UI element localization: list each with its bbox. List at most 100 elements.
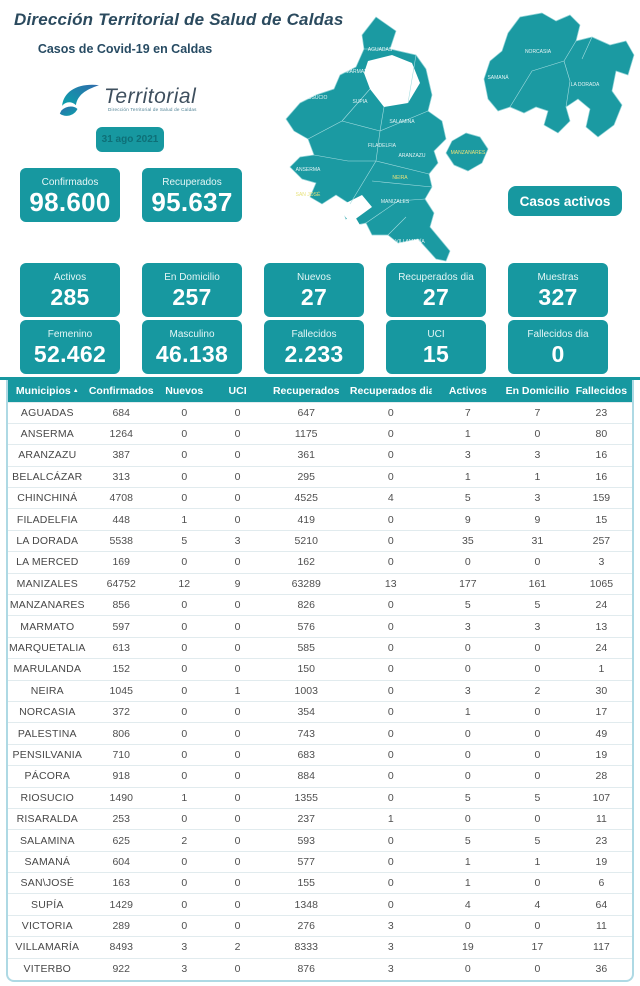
- value-cell: 0: [504, 743, 571, 766]
- table-row[interactable]: AGUADAS 684 0 0 647 0 7 7 23: [8, 401, 632, 424]
- stat-card-label: Activos: [53, 272, 87, 283]
- value-cell: 0: [212, 465, 263, 488]
- value-cell: 12: [155, 572, 213, 595]
- table-row[interactable]: ARANZAZU 387 0 0 361 0 3 3 16: [8, 444, 632, 467]
- table-row[interactable]: VITERBO 922 3 0 876 3 0 0 36: [8, 957, 632, 980]
- value-cell: 80: [570, 422, 632, 445]
- table-row[interactable]: BELALCÁZAR 313 0 0 295 0 1 1 16: [8, 465, 632, 488]
- value-cell: 1: [431, 872, 505, 894]
- map-label-aranzazu: ARANZAZU: [399, 153, 426, 159]
- value-cell: 593: [262, 829, 350, 852]
- value-cell: 11: [570, 807, 632, 830]
- value-cell: 3: [155, 957, 213, 980]
- municipio-cell: LA MERCED: [8, 551, 87, 574]
- value-cell: 9: [504, 508, 571, 531]
- column-header-recuperados-dia[interactable]: Recuperados dia: [349, 380, 432, 402]
- municipio-cell: NEIRA: [8, 679, 87, 702]
- table-row[interactable]: CHINCHINÁ 4708 0 0 4525 4 5 3 159: [8, 487, 632, 509]
- column-header-fallecidos[interactable]: Fallecidos: [570, 380, 632, 402]
- column-header-municipios[interactable]: Municipios ▲: [8, 380, 87, 402]
- value-cell: 0: [349, 872, 432, 894]
- sort-icon: ▲: [72, 387, 79, 394]
- table-row[interactable]: FILADELFIA 448 1 0 419 0 9 9 15: [8, 508, 632, 531]
- table-row[interactable]: SALAMINA 625 2 0 593 0 5 5 23: [8, 829, 632, 852]
- column-header-nuevos[interactable]: Nuevos: [155, 380, 213, 402]
- value-cell: 162: [262, 551, 350, 574]
- table-row[interactable]: MARQUETALIA 613 0 0 585 0 0 0 24: [8, 636, 632, 659]
- map-region-center[interactable]: [445, 132, 489, 172]
- column-header-recuperados[interactable]: Recuperados: [262, 380, 350, 402]
- table-row[interactable]: ANSERMA 1264 0 0 1175 0 1 0 80: [8, 422, 632, 445]
- table-row[interactable]: VILLAMARÍA 8493 3 2 8333 3 19 17 117: [8, 936, 632, 959]
- value-cell: 3: [431, 444, 505, 467]
- stat-card-label: Nuevos: [297, 272, 331, 283]
- stat-card-value: 15: [422, 341, 450, 367]
- date-badge[interactable]: 31 ago 2021: [96, 127, 164, 152]
- caldas-map[interactable]: AGUADAS MARMATO RIOSUCIO SUPIA SALAMINA FILAD…: [280, 10, 640, 262]
- column-header-uci[interactable]: UCI: [212, 380, 263, 402]
- table-row[interactable]: NEIRA 1045 0 1 1003 0 3 2 30: [8, 679, 632, 702]
- value-cell: 5: [504, 829, 571, 852]
- map-label-salamina: SALAMINA: [389, 119, 415, 125]
- table-row[interactable]: SAMANÁ 604 0 0 577 0 1 1 19: [8, 850, 632, 873]
- table-row[interactable]: MARULANDA 152 0 0 150 0 0 0 1: [8, 658, 632, 681]
- column-header-en-domicilio[interactable]: En Domicilio: [504, 380, 571, 402]
- map-label-san-jos-: SAN JOSÉ: [296, 191, 321, 198]
- table-row[interactable]: MANZANARES 856 0 0 826 0 5 5 24: [8, 594, 632, 616]
- table-row[interactable]: PALESTINA 806 0 0 743 0 0 0 49: [8, 722, 632, 745]
- table-row[interactable]: MANIZALES 64752 12 9 63289 13 177 161 1065: [8, 572, 632, 595]
- value-cell: 0: [504, 551, 571, 574]
- value-cell: 372: [86, 700, 156, 723]
- table-row[interactable]: PENSILVANIA 710 0 0 683 0 0 0 19: [8, 743, 632, 766]
- stat-card-value: 46.138: [155, 341, 229, 367]
- value-cell: 826: [262, 594, 350, 616]
- table-row[interactable]: MARMATO 597 0 0 576 0 3 3 13: [8, 615, 632, 638]
- table-row[interactable]: RIOSUCIO 1490 1 0 1355 0 5 5 107: [8, 786, 632, 809]
- municipio-cell: SAMANÁ: [8, 850, 87, 873]
- municipio-cell: RISARALDA: [8, 807, 87, 830]
- stat-card-femenino: Femenino 52.462: [20, 320, 120, 374]
- value-cell: 5: [155, 529, 213, 552]
- table-row[interactable]: SUPÍA 1429 0 0 1348 0 4 4 64: [8, 893, 632, 916]
- active-cases-button[interactable]: Casos activos: [508, 186, 622, 216]
- table-row[interactable]: LA MERCED 169 0 0 162 0 0 0 3: [8, 551, 632, 574]
- municipio-cell: LA DORADA: [8, 529, 87, 552]
- stat-card-activos: Activos 285: [20, 263, 120, 317]
- map-region-east[interactable]: [483, 12, 635, 138]
- value-cell: 0: [212, 636, 263, 659]
- value-cell: 0: [155, 722, 213, 745]
- municipio-cell: BELALCÁZAR: [8, 465, 87, 488]
- value-cell: 647: [262, 401, 350, 424]
- value-cell: 16: [570, 444, 632, 467]
- value-cell: 177: [431, 572, 505, 595]
- table-row[interactable]: SAN\JOSÉ 163 0 0 155 0 1 0 6: [8, 872, 632, 894]
- map-label-aguadas: AGUADAS: [368, 47, 393, 53]
- value-cell: 161: [504, 572, 571, 595]
- table-row[interactable]: LA DORADA 5538 5 3 5210 0 35 31 257: [8, 529, 632, 552]
- table-row[interactable]: VICTORIA 289 0 0 276 3 0 0 11: [8, 914, 632, 937]
- column-header-confirmados[interactable]: Confirmados: [86, 380, 156, 402]
- value-cell: 0: [155, 807, 213, 830]
- value-cell: 419: [262, 508, 350, 531]
- logo-wordmark: Territorial: [104, 84, 197, 108]
- value-cell: 0: [431, 722, 505, 745]
- value-cell: 3: [431, 679, 505, 702]
- value-cell: 0: [155, 765, 213, 788]
- value-cell: 5: [504, 594, 571, 616]
- value-cell: 117: [570, 936, 632, 959]
- value-cell: 1490: [86, 786, 156, 809]
- value-cell: 361: [262, 444, 350, 467]
- value-cell: 0: [155, 487, 213, 509]
- value-cell: 28: [570, 765, 632, 788]
- table-row[interactable]: NORCASIA 372 0 0 354 0 1 0 17: [8, 700, 632, 723]
- value-cell: 8333: [262, 936, 350, 959]
- table-row[interactable]: PÁCORA 918 0 0 884 0 0 0 28: [8, 765, 632, 788]
- municipio-cell: MARQUETALIA: [8, 636, 87, 659]
- column-header-label: Confirmados: [88, 384, 154, 397]
- stat-card-nuevos: Nuevos 27: [264, 263, 364, 317]
- column-header-activos[interactable]: Activos: [431, 380, 505, 402]
- value-cell: 1175: [262, 422, 350, 445]
- municipio-cell: CHINCHINÁ: [8, 487, 87, 509]
- table-row[interactable]: RISARALDA 253 0 0 237 1 0 0 11: [8, 807, 632, 830]
- stat-card-value: 2.233: [284, 341, 344, 367]
